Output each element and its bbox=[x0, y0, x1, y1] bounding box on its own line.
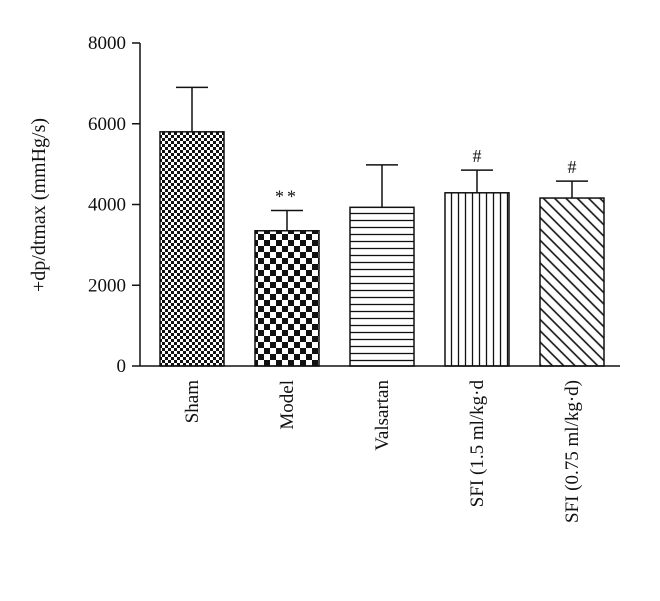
y-tick-label: 0 bbox=[117, 356, 127, 377]
bar-2 bbox=[349, 206, 415, 367]
y-tick-label: 2000 bbox=[88, 275, 126, 296]
bar-3 bbox=[444, 192, 510, 367]
significance-label-3: # bbox=[473, 146, 482, 166]
y-tick-label: 8000 bbox=[88, 33, 126, 54]
bar-0 bbox=[159, 131, 225, 367]
x-tick-label-1: Model bbox=[277, 380, 298, 430]
significance-label-4: # bbox=[568, 157, 577, 177]
y-tick-label: 4000 bbox=[88, 195, 126, 216]
x-tick-label-0: Sham bbox=[182, 380, 203, 424]
x-tick-label-4: SFI (0.75 ml/kg·d) bbox=[562, 380, 583, 523]
bar-1 bbox=[254, 229, 320, 367]
y-tick-label: 6000 bbox=[88, 114, 126, 135]
bar-4 bbox=[539, 197, 605, 367]
bars: ** # # bbox=[159, 86, 605, 367]
x-axis: Sham Model Valsartan SFI (1.5 ml/kg·d SFI (0… bbox=[140, 365, 620, 523]
y-axis-label: +dp/dtmax (mmHg/s) bbox=[28, 118, 50, 292]
significance-label-1: ** bbox=[275, 187, 299, 207]
x-tick-label-2: Valsartan bbox=[372, 380, 393, 451]
y-axis: 0 2000 4000 6000 8000 bbox=[88, 33, 141, 377]
x-tick-label-3: SFI (1.5 ml/kg·d bbox=[467, 380, 488, 508]
